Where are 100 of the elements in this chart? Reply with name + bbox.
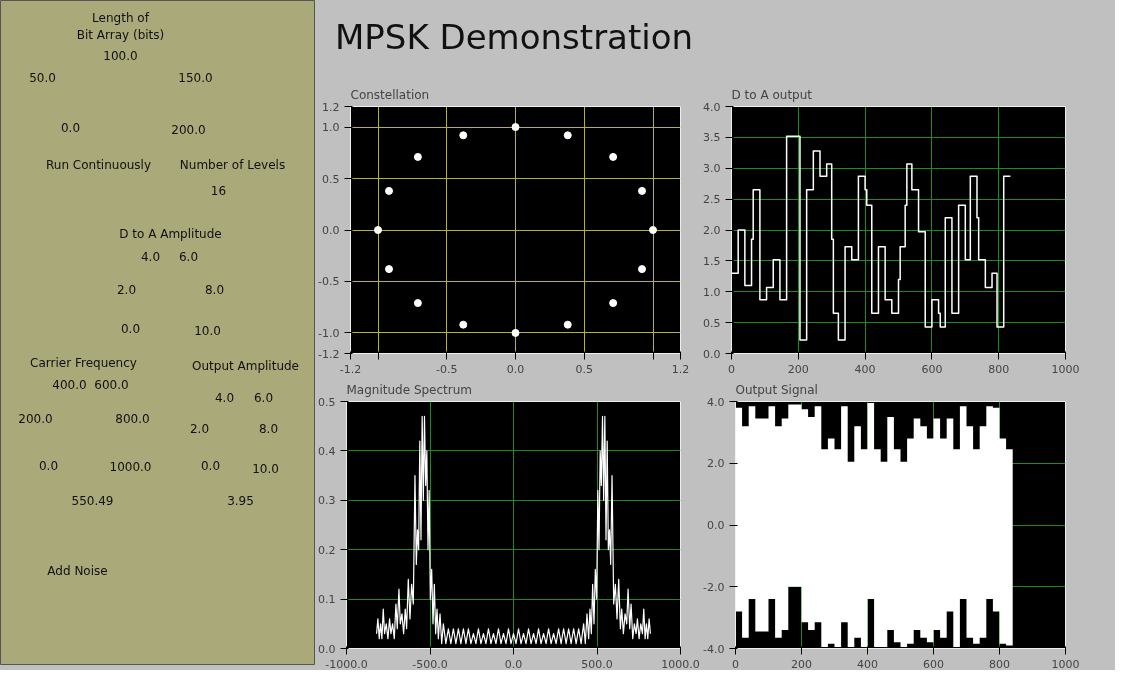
point: [459, 131, 468, 140]
text: 400.0: [52, 378, 87, 392]
x-tick-label: 400: [857, 657, 878, 671]
text: 0.0: [38, 459, 59, 473]
y-tick-label: 0.0: [707, 519, 725, 532]
y-tick-label: 3.0: [703, 162, 721, 176]
y-tick-label: 4.0: [707, 395, 725, 409]
text: 2.0: [116, 283, 137, 297]
y-tick-label: 0.0: [703, 347, 721, 361]
y-tick-label: 0.4: [318, 444, 336, 458]
point: [638, 265, 646, 274]
text: 8.0: [204, 283, 225, 297]
x-tick-label: 1000: [1051, 657, 1080, 671]
x-tick-label: -0.5: [436, 362, 458, 376]
y-tick-label: -1.2: [318, 347, 340, 361]
text: Length of: [92, 10, 150, 25]
y-tick-label: 0.0: [318, 642, 336, 656]
y-tick-label: 0.0: [322, 224, 340, 237]
x-tick-label: 0: [728, 362, 735, 376]
x-tick-label: 200: [787, 362, 809, 376]
text: 16: [210, 184, 227, 198]
text: 4.0: [140, 250, 161, 264]
point: [459, 320, 468, 329]
text: 6.0: [178, 250, 199, 264]
text: 4.0: [214, 391, 235, 405]
y-tick-label: -2.0: [703, 580, 725, 594]
y-tick-label: 0.3: [318, 494, 336, 508]
x-tick-label: 500.0: [581, 657, 613, 671]
y-tick-label: 1.0: [322, 121, 340, 135]
x-tick-label: 0.0: [504, 657, 523, 671]
text: 8.0: [258, 422, 279, 436]
chart-title: D to A output: [731, 87, 813, 102]
text: MPSK Demonstration: [335, 16, 694, 59]
point: [563, 131, 572, 140]
text: 0.0: [200, 459, 221, 473]
y-tick-label: 2.0: [707, 457, 725, 471]
x-tick-label: -1.2: [339, 362, 362, 376]
x-tick-label: 0.5: [575, 362, 593, 376]
text: 200.0: [171, 123, 206, 137]
text: 100.0: [103, 49, 138, 63]
text: 1000.0: [109, 460, 152, 474]
x-tick-label: 800: [988, 362, 1010, 376]
chart-title: Magnitude Spectrum: [346, 382, 473, 397]
y-tick-label: 0.5: [703, 316, 721, 330]
text: 200.0: [18, 412, 53, 426]
y-tick-label: 0.5: [318, 395, 336, 409]
x-tick-label: 600: [923, 657, 944, 671]
point: [609, 299, 618, 308]
point: [511, 328, 520, 337]
y-tick-label: -1.0: [318, 326, 340, 340]
text: Add Noise: [47, 563, 108, 578]
point: [649, 226, 657, 234]
text: 6.0: [253, 391, 274, 405]
text: Output Amplitude: [192, 358, 299, 373]
y-tick-label: 4.0: [703, 100, 721, 114]
point: [609, 152, 618, 161]
text: D to A Amplitude: [119, 226, 222, 241]
x-tick-label: 200: [791, 657, 812, 671]
point: [385, 186, 393, 195]
x-tick-label: 0: [732, 657, 739, 671]
y-tick-label: -0.5: [318, 275, 340, 289]
x-tick-label: 600: [921, 362, 943, 376]
point: [413, 299, 422, 308]
y-tick-label: 1.2: [322, 100, 340, 114]
y-tick-label: 1.5: [703, 254, 721, 268]
y-tick-label: 0.1: [318, 593, 336, 607]
text: 10.0: [252, 462, 279, 476]
y-tick-label: 0.5: [322, 172, 340, 186]
x-tick-label: 0.0: [506, 362, 525, 376]
text: 600.0: [94, 378, 129, 392]
text: 0.0: [120, 322, 141, 336]
x-tick-label: 1000: [1051, 362, 1080, 376]
chart-title: Constellation: [350, 87, 430, 102]
point: [638, 186, 646, 195]
point: [563, 320, 572, 329]
text: Number of Levels: [179, 157, 286, 172]
y-tick-label: -4.0: [703, 642, 725, 656]
point: [374, 226, 382, 234]
y-tick-label: 3.5: [703, 131, 721, 145]
y-tick-label: 2.0: [703, 224, 721, 237]
y-tick-label: 1.0: [703, 285, 721, 299]
text: 50.0: [29, 71, 56, 85]
text: 3.95: [227, 494, 254, 508]
x-tick-label: -500.0: [412, 657, 448, 671]
text: Bit Array (bits): [76, 27, 165, 42]
text: 10.0: [194, 324, 221, 338]
point: [511, 123, 520, 132]
x-tick-label: -1000.0: [325, 657, 368, 671]
text: 2.0: [189, 422, 210, 436]
text: 0.0: [60, 121, 81, 135]
x-tick-label: 800: [989, 657, 1010, 671]
point: [385, 265, 393, 274]
y-tick-label: 0.2: [318, 543, 336, 557]
y-tick-label: 2.5: [703, 193, 721, 207]
text: 550.49: [71, 494, 114, 508]
text: 800.0: [115, 412, 150, 426]
point: [413, 152, 422, 161]
text: 150.0: [178, 71, 213, 85]
text: Carrier Frequency: [30, 355, 137, 370]
x-tick-label: 400: [854, 362, 876, 376]
